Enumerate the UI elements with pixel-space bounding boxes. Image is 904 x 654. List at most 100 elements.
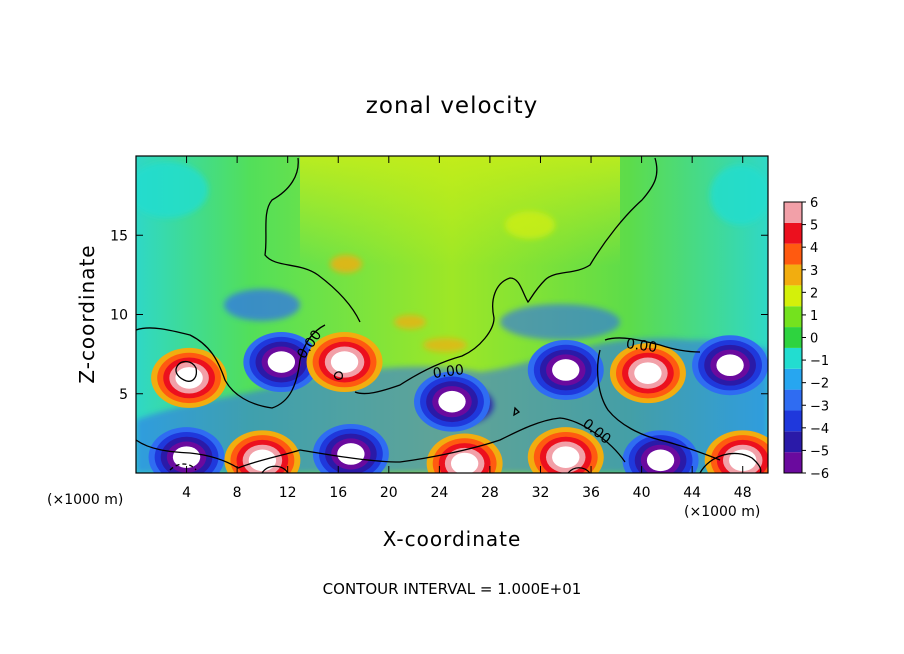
colorbar-tick-label: 2: [810, 286, 818, 301]
colorbar-tick-label: −4: [810, 422, 829, 437]
blue-patch: [224, 289, 300, 321]
contour-interval-note: CONTOUR INTERVAL = 1.000E+01: [323, 580, 582, 598]
positive-jet: [224, 430, 301, 473]
contour-line: [175, 360, 198, 382]
zero-contour-line: [597, 349, 721, 461]
positive-jet: [527, 427, 604, 473]
x-tick-label: 16: [329, 485, 347, 501]
jet-ring: [267, 351, 296, 373]
x-tick-label: 44: [683, 485, 701, 501]
x-unit-label-left: (×1000 m): [47, 492, 123, 508]
jet-ring: [330, 351, 359, 373]
positive-jet: [426, 433, 503, 473]
colorbar-swatch: [784, 202, 802, 223]
x-tick-label: 4: [182, 485, 191, 501]
jet-ring: [337, 443, 365, 465]
orange-patch: [330, 255, 362, 273]
positive-jet: [151, 347, 228, 408]
chart-title: zonal velocity: [366, 93, 538, 119]
colorbar-tick-label: 5: [810, 219, 818, 234]
colorbar-swatch: [784, 306, 802, 328]
colorbar-swatch: [784, 327, 802, 348]
x-tick-label: 12: [279, 485, 297, 501]
contour-line: [513, 406, 521, 417]
zero-contour-line: [604, 337, 701, 353]
contour-line: [567, 467, 591, 473]
colorbar: 6 5 4 3 2 1 0 −1 −2 −3 −4 −5 −6: [783, 196, 829, 482]
colorbar-tick-label: −1: [810, 354, 829, 369]
colorbar-tick-label: −6: [810, 467, 829, 482]
colorbar-tick-label: −5: [810, 444, 829, 459]
zero-contour-line: [264, 157, 361, 323]
x-unit-label-right: (×1000 m): [684, 504, 760, 520]
colorbar-swatch: [784, 410, 802, 432]
positive-jet: [704, 430, 768, 473]
orange-patch: [423, 338, 467, 352]
jet-ring: [634, 362, 662, 384]
zero-contour-line: [136, 324, 326, 409]
colorbar-swatch: [784, 452, 802, 473]
positive-jet: [306, 332, 383, 393]
colorbar-tick-label: 0: [810, 332, 818, 347]
colorbar-swatch: [784, 389, 802, 411]
plot-area: [136, 156, 768, 473]
upper-yellow-region: [300, 156, 620, 266]
jet-ring: [552, 446, 580, 468]
negative-jet: [692, 335, 768, 396]
colorbar-swatch: [784, 222, 802, 244]
x-axis-label: X-coordinate: [383, 527, 522, 551]
x-tick-label: 48: [734, 485, 752, 501]
jet-ring: [438, 390, 466, 413]
x-tick-label: 24: [430, 485, 448, 501]
colorbar-tick-label: 4: [810, 241, 818, 256]
x-tick-label: 28: [481, 485, 499, 501]
y-axis: 5 10 15: [110, 228, 768, 403]
jet-ring: [729, 449, 757, 472]
colorbar-tick-label: 3: [810, 264, 818, 279]
colorbar-tick-label: −2: [810, 377, 829, 392]
colorbar-swatch: [784, 264, 802, 286]
x-axis: 4 8 12 16 20 24 28 32 36 40 44 48: [182, 156, 752, 501]
negative-jet: [527, 339, 604, 400]
x-tick-label: 20: [380, 485, 398, 501]
contour-label: 0.00: [625, 336, 658, 356]
y-tick-label: 10: [110, 308, 128, 324]
colorbar-tick-label: 6: [810, 196, 818, 211]
colorbar-swatch: [784, 243, 802, 265]
zero-contour-line: [136, 417, 626, 469]
jet-ring: [646, 449, 675, 472]
jet-cores: [148, 332, 768, 473]
y-tick-label: 5: [119, 387, 128, 403]
contour-line-dashed: [169, 463, 197, 471]
colorbar-swatch: [784, 347, 802, 369]
colorbar-swatch: [784, 368, 802, 390]
colorbar-tick-label: −3: [810, 399, 829, 414]
contour-lines: [136, 157, 762, 473]
colorbar-tick-label: 1: [810, 309, 818, 324]
negative-jet: [243, 332, 320, 393]
negative-jet: [622, 430, 699, 473]
cyan-patch: [136, 162, 208, 218]
x-tick-label: 36: [582, 485, 600, 501]
x-tick-label: 40: [633, 485, 651, 501]
jet-ring: [716, 354, 744, 377]
orange-patch: [394, 315, 426, 329]
contour-line: [261, 465, 289, 473]
colorbar-swatch: [784, 431, 802, 453]
jet-ring: [450, 452, 479, 473]
x-tick-label: 8: [233, 485, 242, 501]
contour-label: 0.00: [432, 362, 465, 382]
colorbar-swatch: [784, 285, 802, 307]
yellow-patch: [505, 211, 555, 239]
y-tick-label: 15: [110, 228, 128, 244]
cyan-patch: [710, 165, 768, 225]
contour-line: [699, 452, 762, 473]
contour-line: [333, 371, 344, 380]
positive-jet: [609, 343, 686, 404]
blue-patch: [500, 304, 620, 340]
negative-jet: [414, 371, 490, 432]
x-tick-label: 32: [532, 485, 550, 501]
negative-jet: [312, 423, 389, 473]
zero-contour-line: [354, 157, 658, 395]
